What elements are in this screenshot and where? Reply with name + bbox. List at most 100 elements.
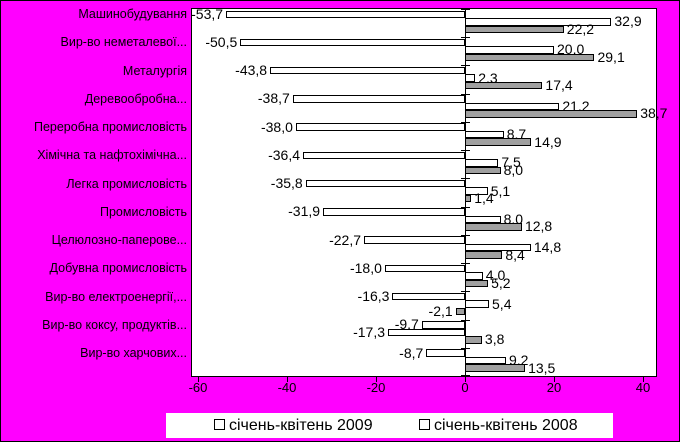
bar-value-label: 7,5	[501, 154, 521, 171]
bar-series1	[270, 66, 465, 75]
bar-series2	[465, 300, 490, 308]
category-label: Вир-во коксу, продуктів...	[42, 317, 187, 332]
bar-series1	[363, 236, 465, 244]
bar-value-label: -31,9	[288, 203, 321, 220]
legend-marker-2009-icon	[214, 419, 225, 430]
category-label: Промисловість	[99, 204, 187, 219]
bar-series3	[465, 81, 543, 90]
category-axis-tick	[461, 37, 470, 38]
bar-value-label: 9,2	[508, 352, 529, 369]
bar-value-label: 22,2	[566, 20, 595, 37]
category-label: Деревообробна...	[84, 91, 187, 106]
category-axis-tick	[461, 178, 470, 179]
plot-area: -53,7 32,9 22,2 -50,5 20,0 29,1 -43,8 2,3 17,4 -3…	[191, 6, 667, 377]
bar-value-label: -38,7	[257, 90, 290, 107]
x-axis-tick	[376, 377, 377, 382]
bar-series2	[388, 328, 465, 337]
bar-series1	[421, 321, 465, 329]
category-label: Вир-во електроенергії,...	[45, 289, 187, 304]
bar-series1	[305, 179, 465, 188]
bar-value-label: -36,4	[268, 146, 301, 163]
x-axis-tick	[643, 377, 644, 382]
category-axis-tick	[461, 65, 470, 66]
bar-series3	[455, 307, 465, 316]
legend: січень-квітень 2009 січень-квітень 2008	[166, 413, 613, 438]
bar-value-label: -8,7	[399, 344, 424, 361]
bar-value-label: 8,0	[503, 210, 524, 227]
bar-series1	[292, 95, 465, 103]
category-axis-tick	[461, 348, 470, 349]
bar-value-label: 3,8	[484, 331, 505, 348]
x-axis-tick-label: 0	[461, 380, 469, 395]
bar-value-label: 13,5	[528, 359, 556, 376]
bar-series3	[465, 194, 472, 203]
category-label: Целюлозно-паперове...	[51, 233, 187, 248]
bar-value-label: 38,7	[640, 105, 668, 122]
bar-series1	[323, 208, 465, 216]
bar-value-label: -2,1	[428, 303, 453, 320]
bar-series3	[465, 223, 522, 231]
x-axis-tick	[198, 377, 199, 382]
category-label: Хімічна та нафтохімічна...	[37, 148, 187, 163]
category-axis-tick	[461, 207, 470, 208]
bar-series1	[384, 264, 465, 273]
bar-value-label: 1,4	[474, 190, 494, 207]
bar-series1	[392, 292, 465, 301]
bar-value-label: -35,8	[270, 175, 303, 192]
bar-series2	[465, 187, 488, 195]
bar-series3	[465, 138, 532, 146]
category-axis-tick	[461, 150, 470, 151]
category-label: Вир-во неметалевої...	[60, 35, 187, 50]
bar-value-label: 4,0	[485, 267, 506, 284]
category-label: Вир-во харчових...	[80, 346, 187, 361]
bar-series2	[465, 74, 476, 82]
category-axis-tick	[461, 375, 470, 376]
bar-value-label: 8,7	[506, 126, 527, 143]
bar-series1	[240, 38, 465, 47]
legend-marker-2008-icon	[419, 419, 430, 430]
bar-value-label: -18,0	[349, 259, 382, 276]
category-label: Переробна промисловість	[33, 120, 187, 135]
x-axis-tick	[465, 377, 466, 382]
bar-series3	[465, 110, 638, 118]
bar-value-label: -17,3	[353, 323, 386, 340]
bar-series3	[465, 25, 564, 33]
category-axis-tick	[461, 263, 470, 264]
bar-value-label: 21,2	[562, 97, 590, 114]
bar-series2	[465, 18, 612, 26]
x-axis-tick-label: -40	[277, 380, 297, 395]
bar-series1	[295, 123, 465, 131]
category-label: Легка промисловість	[66, 176, 187, 191]
category-label: Машинобудування	[78, 7, 187, 22]
bar-value-label: 32,9	[614, 13, 642, 30]
bar-series3	[465, 53, 595, 62]
bar-series2	[465, 46, 554, 54]
bar-value-label: 20,0	[557, 41, 585, 58]
bar-series2	[465, 272, 483, 280]
bar-value-label: 5,4	[492, 295, 512, 312]
bar-series2	[465, 159, 499, 167]
x-axis-tick-label: 20	[546, 380, 562, 395]
legend-entry-2008: січень-квітень 2008	[419, 413, 578, 438]
category-axis-tick	[461, 235, 470, 236]
x-axis-tick	[554, 377, 555, 382]
bar-series1	[426, 349, 465, 357]
bar-value-label: 5,1	[490, 182, 511, 199]
legend-label-2009: січень-квітень 2009	[229, 417, 373, 434]
bar-value-label: -38,0	[260, 118, 293, 135]
legend-label-2008: січень-квітень 2008	[434, 417, 578, 434]
bar-value-label: 17,4	[545, 77, 573, 94]
x-axis-tick-label: -20	[366, 380, 386, 395]
bar-value-label: 29,1	[597, 48, 625, 65]
bar-series3	[465, 251, 503, 259]
category-axis-tick	[461, 94, 470, 95]
bar-value-label: 12,8	[524, 218, 553, 235]
x-axis-tick-label: -60	[188, 380, 208, 395]
bar-value-label: 14,9	[534, 133, 562, 150]
bar-value-label: 5,2	[491, 274, 511, 291]
bar-value-label: 14,8	[533, 239, 562, 256]
bar-value-label: -16,3	[357, 288, 390, 305]
category-axis-tick	[461, 291, 470, 292]
x-axis-tick	[287, 377, 288, 382]
